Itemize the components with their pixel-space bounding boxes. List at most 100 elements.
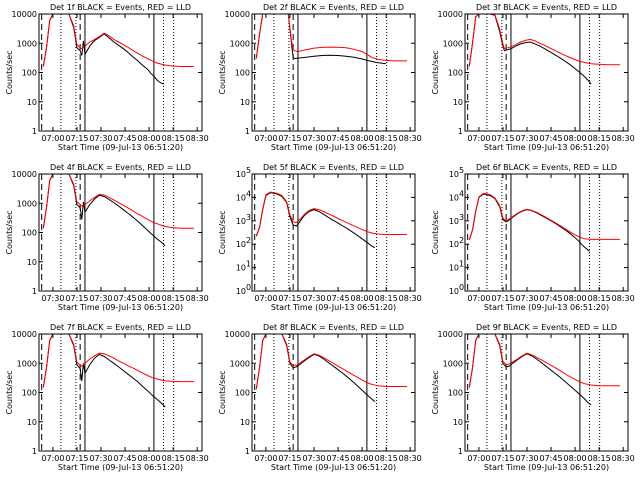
- x-tick-label: 08:00: [138, 454, 161, 463]
- y-tick-label: 1000: [443, 359, 463, 368]
- y-tick-label: 10: [27, 418, 37, 427]
- x-tick-label: 08:00: [564, 294, 587, 303]
- y-tick-label-exp: 3: [246, 213, 251, 222]
- y-tick-label: 1: [32, 447, 37, 456]
- y-tick-label: 1: [458, 447, 463, 456]
- x-tick-label: 08:30: [399, 454, 422, 463]
- x-tick-label: 07:15: [278, 294, 301, 303]
- plot-frame: [251, 173, 416, 292]
- x-tick-label: 08:30: [186, 294, 209, 303]
- x-tick-label: 07:30: [515, 294, 538, 303]
- plot-frame: [251, 13, 416, 132]
- y-tick-label-exp: 1: [246, 260, 251, 269]
- y-tick-label: 1000: [230, 39, 250, 48]
- y-axis-label: Counts/sec: [218, 370, 227, 414]
- x-tick-label: 07:15: [491, 454, 514, 463]
- x-tick-label: 08:15: [162, 454, 185, 463]
- y-tick-label: 10: [27, 258, 37, 267]
- x-tick-label: 07:15: [278, 134, 301, 143]
- y-tick-label: 1000: [17, 359, 37, 368]
- panel-title: Det 6f BLACK = Events, RED = LLD: [476, 163, 617, 172]
- plot-frame: [464, 13, 629, 132]
- x-tick-label: 08:15: [162, 294, 185, 303]
- x-tick-label: 07:00: [254, 134, 277, 143]
- x-tick-label: 07:00: [254, 454, 277, 463]
- detector-panel-9: 1 10 100 1000 10000 07:00 07:15 07:30 07:45 08:00…: [431, 323, 635, 472]
- x-axis-label: Start Time (09-Jul-13 06:51:20): [58, 303, 183, 312]
- y-axis-label: Counts/sec: [431, 210, 440, 254]
- plot-frame: [251, 333, 416, 452]
- x-tick-label: 07:00: [254, 294, 277, 303]
- y-tick-label: 10000: [12, 330, 37, 339]
- lld-series-line: [468, 334, 620, 388]
- x-tick-label: 07:15: [491, 294, 514, 303]
- panel-title: Det 7f BLACK = Events, RED = LLD: [50, 323, 191, 332]
- y-tick-label: 100: [22, 229, 37, 238]
- x-tick-label: 07:30: [302, 454, 325, 463]
- x-tick-label: 08:00: [138, 134, 161, 143]
- x-tick-label: 07:45: [540, 294, 563, 303]
- detector-panel-3: 1 10 100 1000 10000 07:00 07:15 07:30 07:45 08:00…: [431, 3, 635, 152]
- y-tick-label: 10: [240, 418, 250, 427]
- y-axis-label: Counts/sec: [431, 50, 440, 94]
- x-tick-label: 07:30: [515, 454, 538, 463]
- y-axis-label: Counts/sec: [5, 210, 14, 254]
- lld-series-line: [255, 191, 407, 236]
- detector-panel-1: 1 10 100 1000 10000 07:00 07:15 07:30 07:45 08:00…: [5, 3, 209, 152]
- x-tick-label: 08:00: [564, 454, 587, 463]
- x-tick-label: 07:45: [540, 454, 563, 463]
- lld-series-line: [255, 14, 407, 62]
- y-tick-label: 10: [236, 264, 246, 273]
- x-tick-label: 07:30: [302, 134, 325, 143]
- x-tick-label: 08:00: [351, 294, 374, 303]
- x-tick-label: 08:00: [564, 134, 587, 143]
- y-tick-label: 10: [449, 193, 459, 202]
- x-axis-label: Start Time (09-Jul-13 06:51:20): [271, 463, 396, 472]
- panel-title: Det 8f BLACK = Events, RED = LLD: [263, 323, 404, 332]
- y-tick-label-exp: 5: [459, 166, 464, 175]
- y-tick-label: 10: [449, 287, 459, 296]
- x-tick-label: 07:15: [65, 454, 88, 463]
- y-tick-label-exp: 4: [246, 189, 251, 198]
- y-tick-label: 10: [236, 170, 246, 179]
- y-tick-label: 100: [235, 389, 250, 398]
- x-tick-label: 07:45: [327, 454, 350, 463]
- x-tick-label: 08:15: [588, 294, 611, 303]
- plot-frame: [464, 173, 629, 292]
- y-tick-label: 10: [449, 217, 459, 226]
- y-tick-label: 1: [458, 127, 463, 136]
- panel-title: Det 9f BLACK = Events, RED = LLD: [476, 323, 617, 332]
- x-tick-label: 08:15: [375, 294, 398, 303]
- lld-series-line: [42, 14, 194, 67]
- x-tick-label: 07:15: [65, 294, 88, 303]
- y-tick-label: 10000: [12, 170, 37, 179]
- y-tick-label: 100: [235, 69, 250, 78]
- x-tick-label: 08:30: [612, 294, 635, 303]
- y-tick-label: 1: [245, 447, 250, 456]
- y-axis-label: Counts/sec: [218, 50, 227, 94]
- x-tick-label: 07:45: [114, 294, 137, 303]
- y-axis-label: Counts/sec: [5, 50, 14, 94]
- y-tick-label-exp: 0: [459, 283, 464, 292]
- y-tick-label: 1: [245, 127, 250, 136]
- y-tick-label: 10: [240, 98, 250, 107]
- y-tick-label: 10: [236, 217, 246, 226]
- x-tick-label: 08:15: [375, 134, 398, 143]
- y-tick-label: 100: [448, 389, 463, 398]
- events-series-line: [468, 14, 592, 85]
- y-axis-label: Counts/sec: [218, 210, 227, 254]
- events-series-line: [42, 334, 166, 408]
- lld-series-line: [42, 334, 194, 388]
- y-tick-label: 100: [448, 69, 463, 78]
- plot-frame: [38, 173, 203, 292]
- x-tick-label: 07:45: [327, 294, 350, 303]
- x-tick-label: 08:15: [588, 454, 611, 463]
- x-axis-label: Start Time (09-Jul-13 06:51:20): [484, 463, 609, 472]
- x-tick-label: 08:30: [399, 294, 422, 303]
- x-tick-label: 07:30: [89, 454, 112, 463]
- y-tick-label: 1000: [230, 359, 250, 368]
- x-tick-label: 07:45: [540, 134, 563, 143]
- y-tick-label: 10: [449, 240, 459, 249]
